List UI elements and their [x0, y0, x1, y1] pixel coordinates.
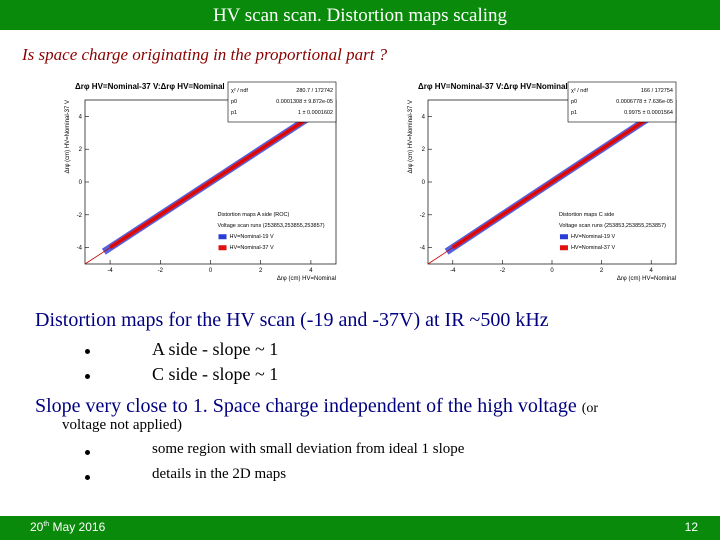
sub-bullet-text: details in the 2D maps	[152, 466, 287, 482]
plots: Δrφ HV=Nominal-37 V:Δrφ HV=Nominal -4 -2 0 2…	[65, 81, 677, 282]
footer-date: 20th May 2016	[30, 520, 105, 534]
x-tick-label: 2	[259, 268, 263, 274]
legend-entry: Voltage scan runs (253853,253855,253857)	[218, 223, 325, 229]
footer-bar	[0, 516, 720, 540]
y-tick-label: 2	[422, 147, 426, 153]
x-tick-label: 0	[550, 268, 554, 274]
stats-box	[567, 81, 677, 123]
stats-value: 0.0006778 ± 7.636e-05	[616, 99, 673, 105]
stats-label: p1	[231, 110, 237, 116]
stats-label: p1	[571, 110, 577, 116]
y-tick-label: -2	[420, 213, 426, 219]
title: HV scan scan. Distortion maps scaling	[212, 5, 508, 26]
x-tick-label: -2	[158, 268, 164, 274]
y-tick-label: 4	[79, 114, 83, 120]
x-tick-label: -2	[500, 268, 506, 274]
y-axis-label: Δrφ (cm) HV=Nominal-37 V	[65, 100, 71, 173]
bullet-text-cont: voltage not applied)	[62, 417, 182, 433]
x-axis-label: Δrφ (cm) HV=Nominal	[617, 276, 676, 282]
legend-entry: Voltage scan runs (253853,253855,253857)	[559, 223, 666, 229]
legend-swatch	[218, 245, 227, 251]
y-tick-label: 0	[422, 180, 426, 186]
bullet	[85, 450, 90, 455]
bullet-text-main: Slope very close to 1. Space charge inde…	[35, 395, 577, 417]
page-number: 12	[684, 520, 698, 534]
legend-entry: HV=Nominal-37 V	[571, 245, 616, 251]
subtitle: Is space charge originating in the propo…	[22, 45, 388, 64]
stats-box	[227, 81, 337, 123]
legend-swatch	[559, 245, 568, 251]
y-tick-label: 4	[422, 114, 426, 120]
bullet-text: Distortion maps for the HV scan (-19 and…	[35, 309, 549, 331]
x-axis-label: Δrφ (cm) HV=Nominal	[277, 276, 336, 282]
x-tick-label: 0	[209, 268, 213, 274]
fit-line	[84, 99, 337, 265]
stats-label: χ² / ndf	[571, 88, 588, 94]
x-tick-label: -4	[450, 268, 456, 274]
y-tick-label: 2	[79, 147, 83, 153]
stats-label: p0	[231, 99, 237, 105]
stats-value: 0.9975 ± 0.0001564	[624, 110, 673, 116]
bullet	[85, 475, 90, 480]
date-rest: May 2016	[52, 520, 106, 534]
legend-entry: HV=Nominal-37 V	[230, 245, 275, 251]
sub-bullet-text: C side - slope ~ 1	[152, 364, 279, 384]
stats-value: 1 ± 0.0001602	[298, 110, 333, 116]
plot-title: Δrφ HV=Nominal-37 V:Δrφ HV=Nominal	[418, 82, 568, 91]
x-tick-label: 4	[650, 268, 654, 274]
legend-entry: Distortion maps C side	[559, 212, 614, 218]
y-tick-label: -4	[420, 246, 426, 252]
bullet	[85, 349, 90, 354]
stats-value: 166 / 172754	[641, 88, 673, 94]
legend-swatch	[559, 234, 568, 240]
bullet	[85, 374, 90, 379]
legend-entry: HV=Nominal-19 V	[571, 234, 616, 240]
x-tick-label: 2	[600, 268, 604, 274]
legend-swatch	[218, 234, 227, 240]
fit-line	[427, 99, 677, 265]
x-tick-label: 4	[309, 268, 313, 274]
stats-value: 0.0001308 ± 9.872e-05	[276, 99, 333, 105]
header-bar	[0, 0, 720, 30]
legend-entry: HV=Nominal-19 V	[230, 234, 275, 240]
stats-label: χ² / ndf	[231, 88, 248, 94]
plot-title: Δrφ HV=Nominal-37 V:Δrφ HV=Nominal	[75, 82, 225, 91]
legend-entry: Distortion maps A side (ROC)	[218, 212, 290, 218]
legend-box	[215, 208, 334, 255]
date-suffix: th	[43, 521, 50, 528]
legend-box	[556, 208, 674, 255]
sub-bullet-text: A side - slope ~ 1	[152, 339, 279, 359]
bullet-text-small: (or	[581, 401, 599, 416]
stats-label: p0	[571, 99, 577, 105]
bullet-text: Slope very close to 1. Space charge inde…	[35, 395, 598, 418]
stats-value: 280.7 / 172742	[296, 88, 333, 94]
y-axis-label: Δrφ (cm) HV=Nominal-37 V	[408, 100, 414, 173]
x-tick-label: -4	[107, 268, 113, 274]
date-day: 20	[30, 520, 44, 534]
sub-bullet-text: some region with small deviation from id…	[152, 441, 465, 457]
y-tick-label: -4	[77, 246, 83, 252]
y-tick-label: 0	[79, 180, 83, 186]
y-tick-label: -2	[77, 213, 83, 219]
